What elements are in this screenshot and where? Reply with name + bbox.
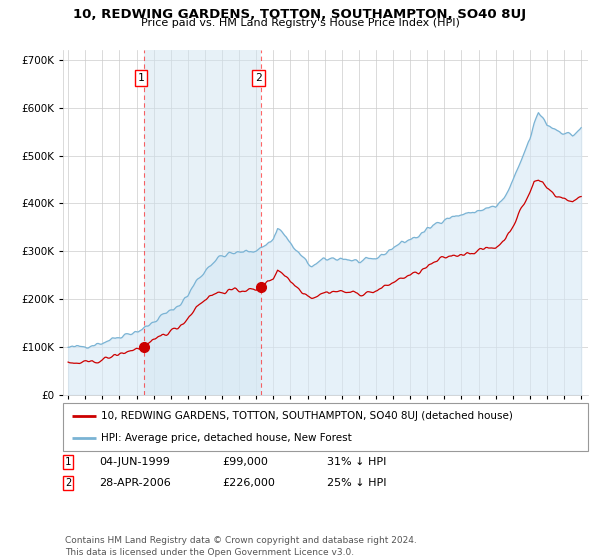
FancyBboxPatch shape [63, 403, 588, 451]
Text: Price paid vs. HM Land Registry's House Price Index (HPI): Price paid vs. HM Land Registry's House … [140, 18, 460, 29]
Text: 2: 2 [65, 478, 71, 488]
Text: 28-APR-2006: 28-APR-2006 [99, 478, 171, 488]
Text: 25% ↓ HPI: 25% ↓ HPI [327, 478, 386, 488]
Text: 31% ↓ HPI: 31% ↓ HPI [327, 457, 386, 467]
Text: £226,000: £226,000 [222, 478, 275, 488]
Text: 10, REDWING GARDENS, TOTTON, SOUTHAMPTON, SO40 8UJ: 10, REDWING GARDENS, TOTTON, SOUTHAMPTON… [73, 8, 527, 21]
Text: HPI: Average price, detached house, New Forest: HPI: Average price, detached house, New … [101, 433, 352, 443]
Text: 2: 2 [255, 73, 262, 83]
Text: 10, REDWING GARDENS, TOTTON, SOUTHAMPTON, SO40 8UJ (detached house): 10, REDWING GARDENS, TOTTON, SOUTHAMPTON… [101, 411, 512, 421]
Text: £99,000: £99,000 [222, 457, 268, 467]
Text: 1: 1 [65, 457, 71, 467]
Bar [144, 50, 261, 395]
Text: Contains HM Land Registry data © Crown copyright and database right 2024.
This d: Contains HM Land Registry data © Crown c… [65, 536, 416, 557]
Text: 04-JUN-1999: 04-JUN-1999 [99, 457, 170, 467]
Text: 1: 1 [138, 73, 145, 83]
